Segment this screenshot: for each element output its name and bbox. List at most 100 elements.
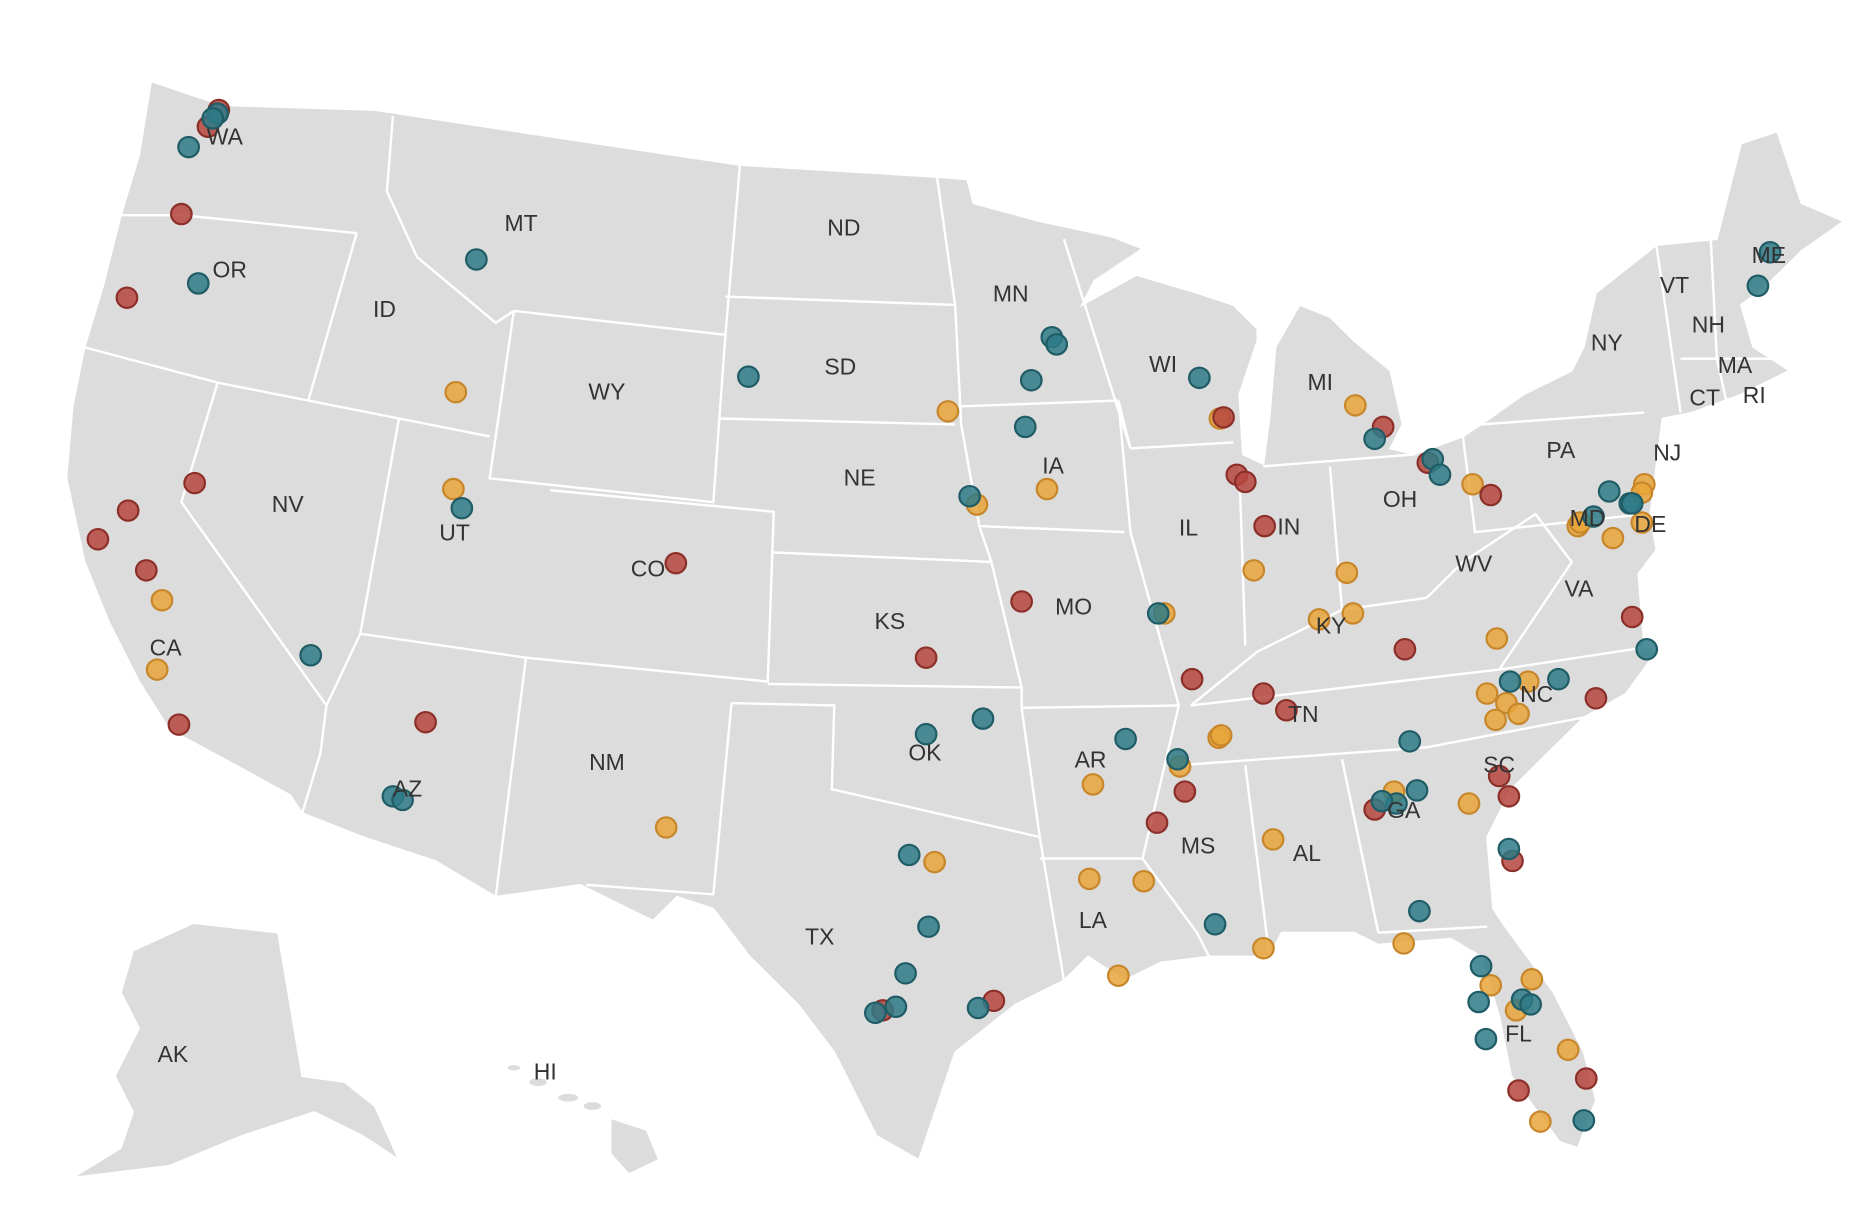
site-marker — [1173, 780, 1197, 803]
hawaii — [505, 1063, 661, 1176]
site-marker — [1635, 638, 1659, 661]
site-marker — [884, 995, 908, 1019]
state-label: AL — [1293, 840, 1321, 866]
state-label: LA — [1079, 907, 1108, 933]
state-label: AR — [1075, 747, 1107, 773]
site-marker — [183, 471, 207, 495]
site-marker — [1209, 724, 1233, 747]
state-label: NH — [1692, 312, 1725, 338]
site-marker — [1485, 627, 1509, 650]
site-marker — [299, 644, 323, 667]
site-marker — [1307, 608, 1331, 631]
state-label: FL — [1505, 1021, 1532, 1047]
site-marker — [1572, 1109, 1596, 1132]
site-marker — [1077, 867, 1101, 891]
site-marker — [1242, 559, 1266, 582]
site-marker — [1398, 730, 1422, 753]
state-label: MO — [1055, 594, 1092, 620]
site-marker — [201, 107, 225, 130]
state-label: TN — [1288, 701, 1319, 727]
site-marker — [966, 996, 990, 1020]
site-marker — [1253, 514, 1277, 538]
state-label: NE — [844, 465, 876, 491]
state-label: HI — [534, 1059, 557, 1085]
site-marker — [150, 589, 174, 612]
site-marker — [1341, 602, 1365, 625]
state-label: SD — [824, 353, 856, 379]
state-label: WI — [1149, 351, 1177, 377]
site-marker — [1487, 764, 1511, 788]
state-label: MD — [1570, 505, 1606, 531]
site-marker — [1528, 1110, 1552, 1133]
site-marker — [414, 710, 437, 734]
site-marker — [1556, 1038, 1580, 1062]
state-label: MA — [1718, 352, 1753, 378]
state-label: WY — [588, 379, 625, 405]
site-marker — [177, 135, 200, 159]
site-marker — [1081, 773, 1105, 796]
site-marker — [1457, 792, 1481, 815]
state-label: ID — [373, 296, 396, 322]
state-label: NV — [272, 491, 305, 517]
site-marker — [1746, 274, 1770, 298]
site-marker — [86, 528, 110, 551]
site-marker — [169, 202, 193, 226]
site-marker — [654, 816, 678, 839]
state-label: OR — [212, 257, 246, 283]
site-marker — [1620, 492, 1644, 515]
site-marker — [1252, 936, 1275, 960]
site-marker — [1019, 368, 1043, 392]
site-marker — [1393, 638, 1417, 661]
site-marker — [1507, 1079, 1530, 1102]
site-marker — [115, 286, 139, 309]
state-labels: WA OR CA NV ID MT WY UT CO AZ NM ND SD NE KS OK TX MN IA MO… — [150, 124, 1786, 1085]
state-label: IA — [1042, 453, 1064, 479]
site-marker — [897, 843, 921, 867]
site-marker — [1233, 470, 1257, 494]
site-marker — [1497, 785, 1521, 808]
site-marker — [923, 850, 946, 874]
site-marker — [1252, 682, 1275, 705]
site-marker — [1212, 406, 1235, 429]
site-marker — [1475, 682, 1499, 705]
state-label: OK — [908, 740, 941, 766]
site-marker — [1114, 727, 1137, 751]
site-marker — [1620, 605, 1644, 629]
site-marker — [1187, 366, 1211, 390]
state-label: WV — [1455, 551, 1493, 577]
site-marker — [1363, 427, 1387, 451]
site-marker — [450, 496, 474, 520]
site-marker — [1335, 561, 1359, 584]
state-label: KY — [1316, 613, 1347, 639]
site-marker — [1166, 748, 1189, 771]
site-marker — [1467, 990, 1491, 1014]
site-marker — [1630, 511, 1654, 534]
site-marker — [116, 499, 140, 522]
state-label: CA — [150, 634, 183, 660]
site-marker — [664, 551, 688, 575]
site-marker — [1392, 932, 1416, 955]
site-marker — [442, 477, 465, 501]
site-marker — [1045, 333, 1069, 356]
site-marker — [971, 707, 995, 730]
state-label: IL — [1179, 515, 1198, 541]
site-markers — [86, 98, 1782, 1133]
site-marker — [1428, 463, 1452, 486]
site-marker — [737, 365, 760, 388]
site-marker — [186, 272, 210, 295]
site-marker — [1758, 241, 1782, 264]
state-label: WA — [207, 124, 244, 150]
contiguous-us — [65, 80, 1846, 1162]
site-marker — [444, 380, 468, 404]
state-borders — [81, 115, 1790, 981]
state-label: VA — [1565, 576, 1595, 602]
site-marker — [1180, 667, 1204, 691]
state-label: UT — [439, 520, 470, 546]
site-marker — [1408, 899, 1431, 923]
site-marker — [1146, 602, 1170, 625]
site-marker — [1498, 670, 1522, 693]
site-marker — [936, 400, 960, 423]
site-marker — [1479, 483, 1503, 507]
site-marker — [1519, 993, 1542, 1016]
